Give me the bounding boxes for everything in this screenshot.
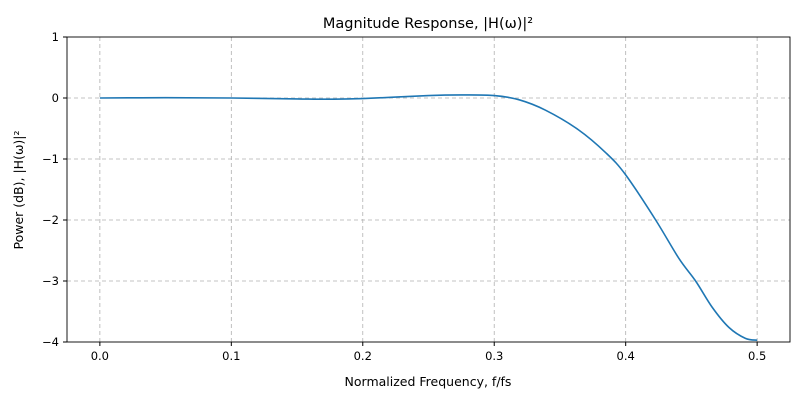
x-axis-ticks: 0.0 0.1 0.2 0.3 0.4 0.5: [91, 342, 766, 363]
x-tick-label: 0.0: [91, 349, 109, 363]
y-tick-label: −1: [42, 152, 59, 166]
y-axis-label: Power (dB), |H(ω)|²: [11, 130, 26, 249]
y-axis-ticks: 1 0 −1 −2 −3 −4: [42, 30, 67, 349]
chart-title: Magnitude Response, |H(ω)|²: [323, 16, 533, 32]
x-axis-label: Normalized Frequency, f/fs: [345, 374, 512, 389]
plot-frame: [66, 36, 791, 343]
x-tick-label: 0.5: [748, 349, 766, 363]
x-tick-label: 0.4: [617, 349, 635, 363]
y-tick-label: −2: [42, 213, 59, 227]
grid: [67, 37, 790, 342]
series-line: [99, 94, 758, 341]
x-tick-label: 0.2: [354, 349, 372, 363]
y-tick-label: 1: [52, 30, 59, 44]
y-tick-label: −3: [42, 274, 59, 288]
y-tick-label: −4: [42, 335, 59, 349]
y-tick-label: 0: [52, 91, 59, 105]
x-tick-label: 0.1: [222, 349, 240, 363]
x-tick-label: 0.3: [485, 349, 503, 363]
